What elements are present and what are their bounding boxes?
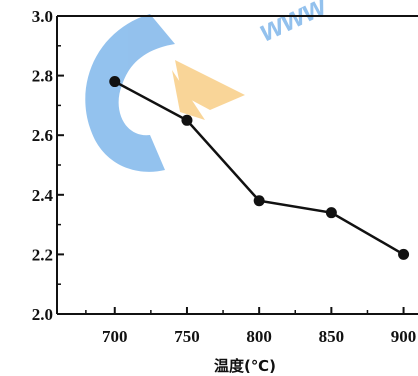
x-axis-title: 温度(℃) xyxy=(214,357,276,375)
x-tick-label: 750 xyxy=(174,327,200,346)
data-point xyxy=(398,248,410,260)
y-tick-label: 2.8 xyxy=(32,67,53,86)
y-ticks: 2.0 2.2 2.4 2.6 2.8 3.0 xyxy=(32,7,64,324)
data-point xyxy=(253,195,265,207)
y-tick-label: 2.2 xyxy=(32,245,53,264)
y-tick-label: 2.6 xyxy=(32,126,53,145)
y-tick-label: 3.0 xyxy=(32,7,53,26)
data-point xyxy=(109,76,121,88)
x-tick-label: 850 xyxy=(319,327,345,346)
x-ticks: 700 750 800 850 900 xyxy=(85,307,417,346)
watermark-text: www xyxy=(254,0,333,48)
watermark-logo-orange xyxy=(175,60,245,110)
y-tick-label: 2.4 xyxy=(32,186,54,205)
data-point xyxy=(325,207,337,219)
x-tick-label: 700 xyxy=(102,327,128,346)
x-tick-label: 900 xyxy=(391,327,417,346)
data-point xyxy=(181,114,193,126)
watermark-logo-blue xyxy=(85,14,175,172)
series-group xyxy=(109,76,410,260)
y-tick-label: 2.0 xyxy=(32,305,53,324)
watermark-logo-orange-2 xyxy=(172,70,205,120)
x-tick-label: 800 xyxy=(246,327,272,346)
